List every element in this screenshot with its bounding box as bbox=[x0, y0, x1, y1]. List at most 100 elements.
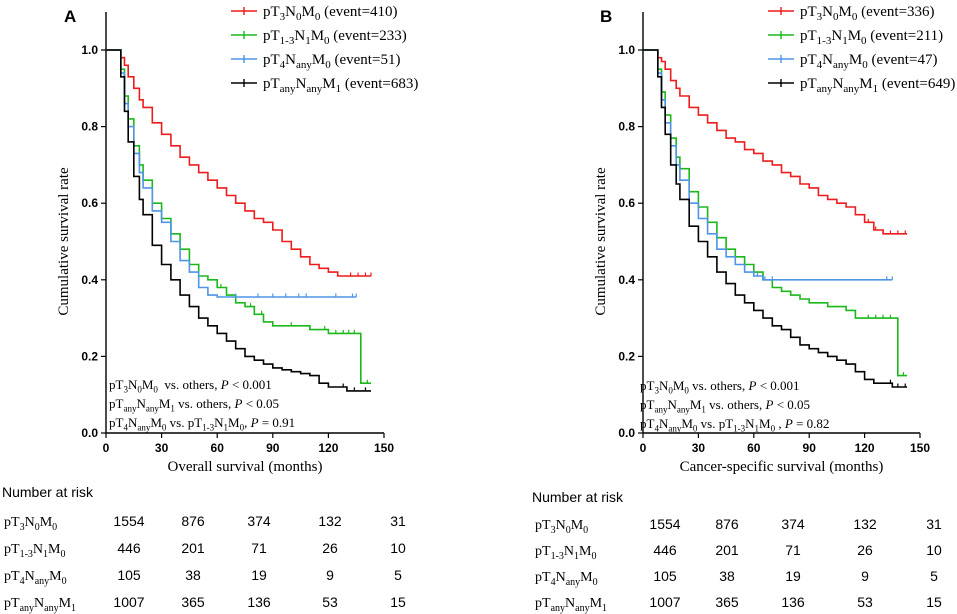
risk-row-label-1-part-3: 1 bbox=[43, 549, 48, 560]
risk-row-label-3-part-4: M bbox=[59, 596, 72, 611]
annotation-2-part-4: M bbox=[681, 416, 693, 431]
risk-cell: 19 bbox=[785, 568, 801, 584]
risk-row-label-1-part-2: N bbox=[564, 544, 574, 559]
risk-cell: 38 bbox=[185, 567, 201, 583]
legend-label-0: pT3N0M0 (event=410) bbox=[263, 4, 398, 23]
x-tick-label: 30 bbox=[692, 441, 706, 455]
risk-cell: 105 bbox=[653, 568, 677, 584]
risk-row-label-3: pTanyNanyM1 bbox=[4, 596, 76, 614]
legend-label-3-part-6: (event=649) bbox=[878, 76, 955, 92]
risk-row-label-0: pT3N0M0 bbox=[4, 515, 57, 533]
annotation-0-part-0: pT bbox=[640, 378, 655, 393]
risk-row-label-1: pT1-3N1M0 bbox=[535, 544, 596, 562]
annotation-0-part-8: < 0.001 bbox=[229, 377, 272, 392]
legend-label-1-part-3: 1 bbox=[842, 35, 848, 47]
legend-label-0-part-0: pT bbox=[263, 4, 280, 20]
legend-label-2-part-1: 4 bbox=[280, 59, 286, 71]
risk-cell: 31 bbox=[926, 516, 942, 532]
legend-label-1-part-1: 1-3 bbox=[280, 35, 295, 47]
risk-table-title: Number at risk bbox=[532, 489, 624, 505]
risk-cell: 26 bbox=[857, 542, 873, 558]
annotation-1-part-7: P bbox=[234, 396, 243, 411]
risk-cell: 201 bbox=[715, 542, 739, 558]
legend-label-3-part-6: (event=683) bbox=[341, 76, 418, 92]
x-axis-title: Overall survival (months) bbox=[168, 459, 323, 475]
risk-table-title: Number at risk bbox=[2, 484, 94, 500]
risk-row-label-0-part-4: M bbox=[571, 518, 584, 533]
risk-cell: 1554 bbox=[649, 516, 680, 532]
risk-cell: 1007 bbox=[113, 594, 144, 610]
risk-cell: 38 bbox=[719, 568, 735, 584]
risk-cell: 105 bbox=[117, 567, 141, 583]
risk-cell: 53 bbox=[857, 594, 873, 610]
annotation-2-part-13: P bbox=[784, 416, 793, 431]
risk-row-label-2-part-2: N bbox=[25, 569, 35, 584]
risk-cell: 5 bbox=[930, 568, 938, 584]
risk-row-label-1-part-4: M bbox=[48, 542, 61, 557]
x-tick-label: 150 bbox=[374, 441, 394, 455]
annotation-2-part-11: 0 bbox=[771, 424, 776, 434]
legend-label-3-part-0: pT bbox=[263, 76, 280, 92]
risk-row-label-3-part-3: any bbox=[44, 603, 58, 614]
y-tick-label: 0.0 bbox=[618, 426, 635, 440]
annotation-2-part-2: N bbox=[128, 415, 138, 430]
annotation-2-part-10: M bbox=[759, 416, 771, 431]
risk-cell: 1007 bbox=[649, 594, 680, 610]
annotation-2: pT4NanyM0 vs. pT1-3N1M0, P = 0.91 bbox=[109, 415, 295, 433]
legend-label-2-part-2: N bbox=[285, 52, 296, 68]
risk-row-label-2-part-0: pT bbox=[535, 570, 551, 585]
legend-label-0-part-4: M bbox=[302, 4, 315, 20]
risk-cell: 15 bbox=[926, 594, 942, 610]
annotation-2-part-0: pT bbox=[640, 416, 655, 431]
x-tick-label: 120 bbox=[855, 441, 875, 455]
risk-row-label-0-part-2: N bbox=[25, 515, 35, 530]
legend-label-0-part-1: 3 bbox=[280, 11, 286, 23]
legend-label-0-part-4: M bbox=[839, 4, 852, 20]
risk-row-label-3: pTanyNanyM1 bbox=[535, 596, 607, 614]
annotation-1-part-7: P bbox=[765, 397, 774, 412]
annotation-1-part-4: M bbox=[690, 397, 702, 412]
y-tick-label: 0.8 bbox=[618, 120, 635, 134]
legend-label-0-part-2: N bbox=[285, 4, 296, 20]
annotation-2-part-5: 0 bbox=[693, 424, 698, 434]
annotation-1-part-0: pT bbox=[109, 396, 124, 411]
legend-label-2-part-4: M bbox=[849, 52, 862, 68]
survival-curve-0 bbox=[643, 49, 908, 235]
legend-label-0-part-5: 0 bbox=[315, 11, 321, 23]
legend-label-0-part-5: 0 bbox=[852, 11, 858, 23]
risk-row-label-0-part-5: 0 bbox=[583, 525, 588, 536]
risk-row-label-0-part-5: 0 bbox=[52, 522, 57, 533]
risk-row-label-3-part-5: 1 bbox=[71, 603, 76, 614]
survival-curve-2 bbox=[643, 49, 893, 281]
x-tick-label: 150 bbox=[910, 441, 930, 455]
risk-row-label-1-part-0: pT bbox=[4, 542, 20, 557]
legend-label-0-part-3: 0 bbox=[833, 11, 839, 23]
annotation-2-part-14: = 0.82 bbox=[793, 416, 830, 431]
annotation-0-part-5: 0 bbox=[684, 386, 689, 396]
legend-label-1-part-3: 1 bbox=[305, 35, 311, 47]
risk-cell: 9 bbox=[326, 567, 334, 583]
risk-cell: 374 bbox=[781, 516, 805, 532]
risk-row-label-0: pT3N0M0 bbox=[535, 518, 588, 536]
risk-row-label-2-part-5: 0 bbox=[62, 576, 67, 587]
risk-row-label-2: pT4NanyM0 bbox=[4, 569, 67, 587]
risk-row-label-3-part-3: any bbox=[575, 603, 589, 614]
risk-row-label-1: pT1-3N1M0 bbox=[4, 542, 65, 560]
risk-cell: 136 bbox=[247, 594, 271, 610]
legend-label-1-part-2: N bbox=[831, 28, 842, 44]
legend-label-2-part-3: any bbox=[833, 59, 849, 71]
risk-cell: 446 bbox=[117, 540, 141, 556]
y-tick-label: 0.6 bbox=[618, 196, 635, 210]
annotation-2-part-3: any bbox=[137, 423, 150, 433]
risk-row-label-0-part-3: 0 bbox=[566, 525, 571, 536]
legend-label-3-part-0: pT bbox=[800, 76, 817, 92]
risk-row-label-2-part-3: any bbox=[566, 577, 580, 588]
panel-label-B: B bbox=[600, 7, 612, 26]
risk-cell: 876 bbox=[715, 516, 739, 532]
annotation-1-part-5: 1 bbox=[170, 404, 175, 414]
panel-A: A0.00.20.40.60.81.00 30 60 90 120 150Overall … bbox=[56, 4, 418, 475]
risk-row-label-3-part-1: any bbox=[551, 603, 565, 614]
risk-cell: 9 bbox=[861, 568, 869, 584]
panel-B: B0.00.20.40.60.81.00 30 60 90 120 150Cancer-s… bbox=[593, 4, 955, 475]
